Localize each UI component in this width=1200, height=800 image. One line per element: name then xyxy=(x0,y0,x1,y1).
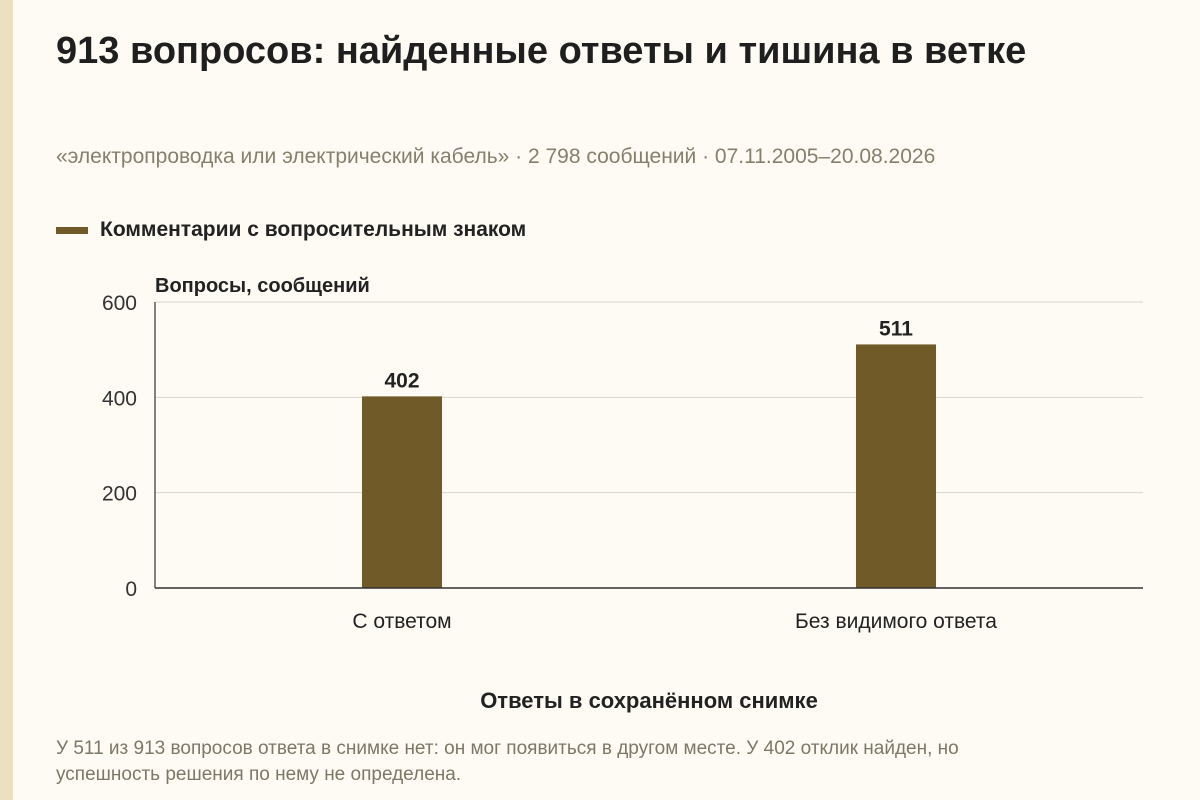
y-tick-label: 400 xyxy=(102,387,137,410)
bars xyxy=(362,344,936,588)
data-label: 511 xyxy=(879,317,913,340)
y-axis-label: Вопросы, сообщений xyxy=(155,275,370,297)
x-tick-labels: С ответом Без видимого ответа xyxy=(352,610,997,633)
data-label: 402 xyxy=(384,369,419,392)
x-tick-label: Без видимого ответа xyxy=(795,610,997,633)
footnote: У 511 из 913 вопросов ответа в снимке не… xyxy=(56,738,959,785)
bar xyxy=(362,396,442,588)
x-axis-label: Ответы в сохранённом снимке xyxy=(480,688,818,713)
y-tick-label: 200 xyxy=(102,483,137,506)
axes xyxy=(154,302,1143,589)
data-labels: 402 511 xyxy=(384,317,913,392)
bar xyxy=(856,344,936,588)
y-tick-labels: 0 200 400 600 xyxy=(102,292,137,601)
y-tick-label: 600 xyxy=(102,292,137,315)
gridlines xyxy=(155,301,1143,494)
left-accent-stripe xyxy=(0,0,13,800)
x-tick-label: С ответом xyxy=(352,610,451,633)
chart-subtitle: «электропроводка или электрический кабел… xyxy=(56,145,936,168)
chart-title: 913 вопросов: найденные ответы и тишина … xyxy=(56,30,1027,72)
legend-swatch xyxy=(56,226,88,234)
legend: Комментарии с вопросительным знаком xyxy=(56,218,526,242)
legend-label: Комментарии с вопросительным знаком xyxy=(100,218,527,241)
y-tick-label: 0 xyxy=(125,578,137,601)
